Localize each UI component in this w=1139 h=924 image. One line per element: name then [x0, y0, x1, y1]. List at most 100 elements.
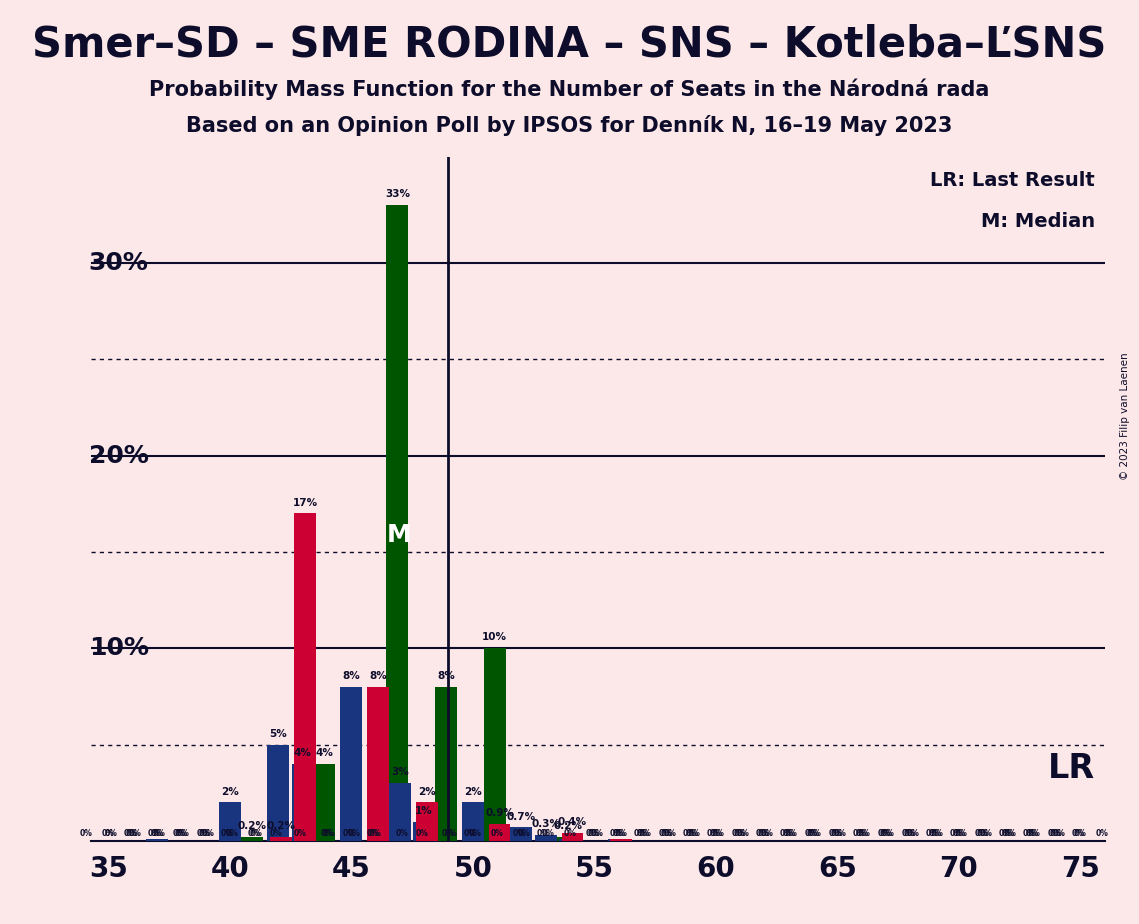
Text: 0%: 0% [1072, 829, 1084, 838]
Bar [270, 837, 292, 841]
Text: 0%: 0% [536, 829, 550, 838]
Bar [367, 687, 388, 841]
Bar [557, 837, 579, 841]
Text: M: Median: M: Median [981, 212, 1095, 231]
Text: 0%: 0% [974, 829, 988, 838]
Text: 0%: 0% [831, 829, 844, 838]
Text: 0%: 0% [785, 829, 797, 838]
Bar [341, 687, 362, 841]
Text: 0%: 0% [174, 829, 188, 838]
Text: 0%: 0% [150, 829, 163, 838]
Text: 0%: 0% [469, 829, 482, 838]
Text: 0%: 0% [731, 829, 744, 838]
Text: 0%: 0% [877, 829, 890, 838]
Text: 0%: 0% [782, 829, 795, 838]
Text: 8%: 8% [369, 671, 387, 681]
Text: 0%: 0% [999, 829, 1011, 838]
Text: 0%: 0% [931, 829, 943, 838]
Text: 4%: 4% [294, 748, 312, 758]
Text: 0%: 0% [148, 829, 161, 838]
Bar [562, 833, 583, 841]
Bar [413, 821, 435, 841]
Text: 0%: 0% [464, 829, 477, 838]
Text: 0%: 0% [202, 829, 214, 838]
Text: 0%: 0% [320, 829, 334, 838]
Text: 0%: 0% [634, 829, 647, 838]
Text: 0%: 0% [780, 829, 793, 838]
Text: 0%: 0% [682, 829, 696, 838]
Text: 0%: 0% [104, 829, 117, 838]
Text: 0%: 0% [712, 829, 724, 838]
Text: 0%: 0% [950, 829, 962, 838]
Text: 20%: 20% [89, 444, 148, 468]
Bar [608, 839, 630, 841]
Text: 0%: 0% [1023, 829, 1035, 838]
Text: 0%: 0% [221, 829, 233, 838]
Text: 0%: 0% [609, 829, 623, 838]
Text: 0%: 0% [1025, 829, 1039, 838]
Bar [559, 839, 581, 841]
Text: 0%: 0% [926, 829, 939, 838]
Text: 0%: 0% [1074, 829, 1087, 838]
Text: 0%: 0% [663, 829, 677, 838]
Text: 0%: 0% [564, 829, 576, 838]
Text: © 2023 Filip van Laenen: © 2023 Filip van Laenen [1121, 352, 1130, 480]
Bar [416, 802, 437, 841]
Bar [294, 514, 316, 841]
Text: 8%: 8% [343, 671, 360, 681]
Text: 0%: 0% [658, 829, 671, 838]
Text: 0%: 0% [904, 829, 917, 838]
Text: 0%: 0% [615, 829, 628, 838]
Text: 0%: 0% [710, 829, 722, 838]
Text: 0%: 0% [101, 829, 115, 838]
Text: 0%: 0% [226, 829, 238, 838]
Text: 0%: 0% [444, 829, 458, 838]
Bar [146, 839, 167, 841]
Text: 0%: 0% [177, 829, 190, 838]
Text: 0.7%: 0.7% [507, 811, 536, 821]
Bar [489, 823, 510, 841]
Text: 0%: 0% [761, 829, 773, 838]
Bar [510, 827, 532, 841]
Text: 8%: 8% [437, 671, 454, 681]
Text: 0%: 0% [513, 829, 525, 838]
Text: 0.3%: 0.3% [531, 820, 560, 829]
Bar [240, 837, 262, 841]
Text: 0%: 0% [442, 829, 454, 838]
Text: 0%: 0% [1050, 829, 1063, 838]
Text: 0%: 0% [343, 829, 355, 838]
Text: 0%: 0% [1001, 829, 1014, 838]
Text: 0%: 0% [828, 829, 842, 838]
Text: Probability Mass Function for the Number of Seats in the Národná rada: Probability Mass Function for the Number… [149, 79, 990, 100]
Text: 17%: 17% [293, 498, 318, 507]
Text: 0%: 0% [901, 829, 915, 838]
Text: 0%: 0% [858, 829, 870, 838]
Text: 0%: 0% [347, 829, 360, 838]
Text: 4%: 4% [316, 748, 334, 758]
Text: 0%: 0% [809, 829, 822, 838]
Text: LR: Last Result: LR: Last Result [931, 171, 1095, 189]
Bar [219, 802, 240, 841]
Text: 0%: 0% [907, 829, 919, 838]
Text: 0%: 0% [882, 829, 895, 838]
Text: 0%: 0% [755, 829, 769, 838]
Text: 2%: 2% [464, 786, 482, 796]
Text: 0%: 0% [928, 829, 941, 838]
Text: 2%: 2% [221, 786, 238, 796]
Text: 0%: 0% [294, 829, 306, 838]
Text: 0%: 0% [707, 829, 720, 838]
Text: 0%: 0% [879, 829, 893, 838]
Bar [484, 649, 506, 841]
Text: 0.2%: 0.2% [554, 821, 582, 832]
Text: 0%: 0% [952, 829, 966, 838]
Bar [313, 764, 335, 841]
Text: 0%: 0% [1048, 829, 1060, 838]
Text: 0%: 0% [153, 829, 165, 838]
Text: 0%: 0% [637, 829, 649, 838]
Text: 0.4%: 0.4% [558, 818, 587, 827]
Text: 0%: 0% [172, 829, 185, 838]
Text: 0%: 0% [247, 829, 261, 838]
Text: 2%: 2% [418, 786, 435, 796]
Bar [292, 764, 313, 841]
Text: 0.2%: 0.2% [237, 821, 267, 832]
